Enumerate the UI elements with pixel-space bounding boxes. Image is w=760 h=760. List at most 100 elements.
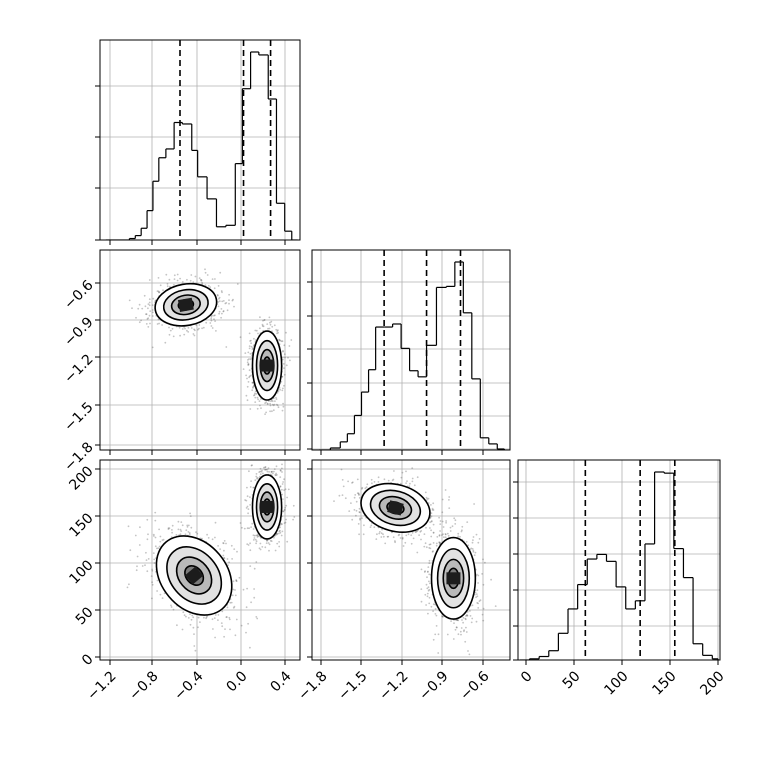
sample-point [400, 476, 403, 479]
sample-point [250, 601, 253, 604]
sample-point [281, 471, 283, 473]
sample-point [221, 312, 223, 315]
sample-point [178, 326, 181, 329]
sample-point [285, 364, 288, 367]
sample-point [134, 534, 137, 537]
sample-point [387, 479, 390, 482]
sample-point [138, 321, 141, 324]
sample-point [253, 394, 256, 396]
sample-point [171, 524, 174, 527]
sample-point [401, 471, 404, 474]
sample-point [370, 524, 373, 527]
sample-point [248, 358, 250, 360]
sample-point [210, 316, 213, 318]
sample-point [168, 278, 171, 281]
sample-point [151, 315, 154, 317]
sample-point [253, 394, 255, 397]
sample-point [272, 472, 274, 475]
sample-point [282, 405, 285, 408]
sample-point [466, 614, 468, 616]
sample-point [164, 341, 167, 344]
sample-point [371, 482, 373, 485]
sample-point [179, 528, 182, 531]
sample-point [193, 645, 196, 647]
sample-point [432, 509, 435, 511]
sample-point [154, 511, 157, 514]
sample-point [247, 508, 250, 510]
sample-point [222, 300, 225, 302]
sample-point [197, 626, 199, 629]
sample-point [273, 536, 275, 539]
sample-point [206, 533, 209, 536]
sample-point [381, 528, 383, 531]
sample-point [128, 299, 131, 302]
sample-point [255, 616, 258, 618]
sample-point [235, 618, 238, 621]
sample-point [406, 480, 408, 482]
sample-point [252, 539, 255, 541]
sample-point [351, 518, 354, 521]
sample-point [225, 302, 228, 304]
sample-point [252, 382, 254, 384]
y-tick-label: 150 [66, 510, 96, 540]
sample-point [444, 489, 447, 491]
x-tick-label: 50 [560, 668, 584, 692]
sample-point [275, 403, 278, 406]
sample-point [362, 533, 365, 536]
sample-point [202, 326, 205, 329]
sample-point [289, 359, 291, 362]
sample-point [410, 542, 413, 545]
sample-point [254, 401, 257, 403]
sample-point [432, 502, 435, 505]
sample-point [269, 323, 272, 326]
sample-point [232, 298, 234, 301]
sample-point [344, 497, 347, 500]
sample-point [255, 473, 258, 475]
sample-point [222, 310, 225, 313]
sample-point [249, 549, 252, 552]
sample-point [246, 361, 249, 364]
sample-point [187, 327, 190, 329]
sample-point [180, 530, 183, 532]
sample-point [151, 311, 154, 314]
sample-point [293, 516, 296, 518]
sample-point [249, 565, 252, 567]
sample-point [168, 333, 171, 336]
sample-point [278, 338, 280, 341]
sample-point [358, 511, 361, 514]
sample-point [380, 536, 383, 538]
sample-point [215, 330, 217, 332]
sample-point [193, 328, 196, 331]
sample-point [256, 534, 259, 537]
sample-point [193, 633, 195, 635]
sample-point [281, 389, 284, 392]
density-p2-vs-p0-contours [155, 474, 283, 616]
sample-point [266, 323, 269, 325]
sample-point [255, 534, 258, 537]
sample-point [439, 530, 441, 532]
sample-point [264, 466, 267, 469]
sample-point [147, 317, 150, 320]
sample-point [148, 298, 151, 301]
sample-point [175, 534, 178, 536]
sample-point [254, 329, 257, 332]
sample-point [147, 326, 150, 328]
sample-point [146, 570, 149, 573]
sample-point [244, 352, 247, 354]
sample-point [168, 527, 171, 529]
sample-point [239, 336, 242, 339]
sample-point [152, 533, 155, 536]
hist-param-0-ticks [95, 85, 286, 245]
sample-point [157, 547, 160, 549]
sample-point [263, 468, 266, 471]
sample-point [267, 467, 270, 469]
sample-point [358, 497, 361, 499]
sample-point [165, 273, 168, 276]
sample-point [255, 561, 258, 563]
sample-point [219, 548, 222, 550]
sample-point [172, 335, 175, 338]
sample-point [184, 533, 187, 536]
sample-point [351, 482, 353, 484]
sample-point [411, 480, 414, 483]
sample-point [456, 619, 459, 621]
